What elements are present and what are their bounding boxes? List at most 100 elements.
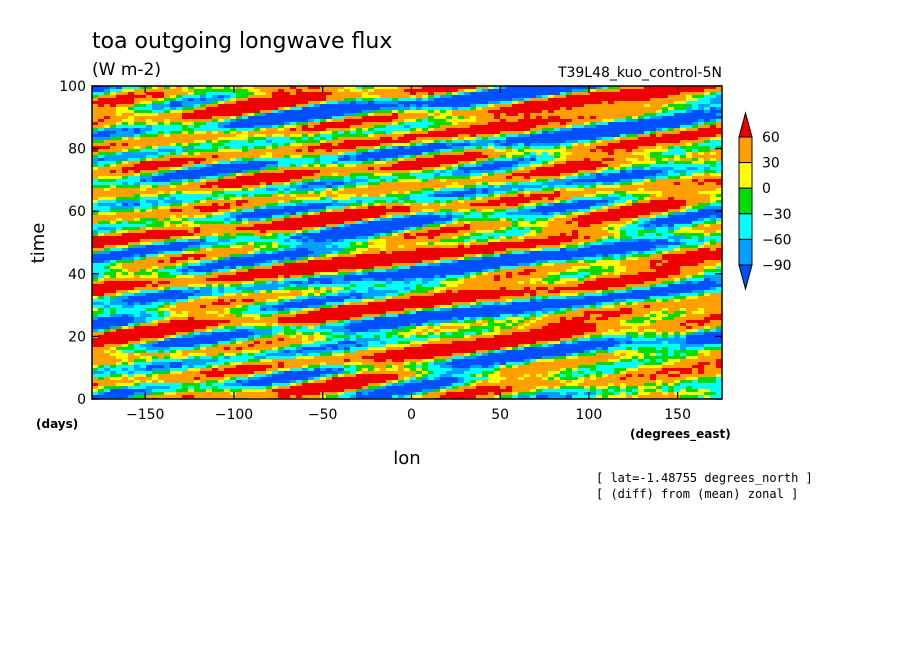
flux-cell <box>440 173 452 176</box>
flux-cell <box>662 128 668 131</box>
flux-cell <box>206 98 224 101</box>
flux-cell <box>710 215 716 218</box>
flux-cell <box>698 371 704 374</box>
flux-cell <box>536 299 542 302</box>
flux-cell <box>578 233 614 236</box>
flux-cell <box>506 134 518 137</box>
flux-cell <box>140 227 146 230</box>
flux-cell <box>200 239 206 242</box>
flux-cell <box>662 317 674 320</box>
flux-cell <box>368 248 380 251</box>
flux-cell <box>440 374 452 377</box>
flux-cell <box>488 380 500 383</box>
flux-cell <box>224 101 236 104</box>
flux-cell <box>638 215 650 218</box>
flux-cell <box>632 200 638 203</box>
flux-cell <box>446 215 452 218</box>
flux-cell <box>662 365 692 368</box>
flux-cell <box>698 281 716 284</box>
flux-cell <box>176 392 230 395</box>
flux-cell <box>692 386 722 389</box>
flux-cell <box>512 155 524 158</box>
flux-cell <box>650 200 686 203</box>
flux-cell <box>302 176 320 179</box>
flux-cell <box>188 167 200 170</box>
flux-cell <box>272 305 308 308</box>
flux-cell <box>134 218 140 221</box>
flux-cell <box>386 296 392 299</box>
flux-cell <box>272 218 284 221</box>
flux-cell <box>488 182 506 185</box>
flux-cell <box>116 362 122 365</box>
flux-cell <box>392 173 410 176</box>
flux-cell <box>554 215 566 218</box>
flux-cell <box>248 116 332 119</box>
flux-cell <box>302 125 308 128</box>
flux-cell <box>320 362 326 365</box>
flux-cell <box>248 137 266 140</box>
flux-cell <box>590 236 602 239</box>
flux-cell <box>134 350 146 353</box>
flux-cell <box>662 281 674 284</box>
flux-cell <box>266 245 272 248</box>
flux-cell <box>314 119 320 122</box>
flux-cell <box>194 365 206 368</box>
flux-cell <box>230 239 284 242</box>
flux-cell <box>548 152 554 155</box>
flux-cell <box>566 353 572 356</box>
flux-cell <box>638 272 680 275</box>
flux-cell <box>284 248 296 251</box>
flux-cell <box>284 182 290 185</box>
colorbar-segment <box>738 238 753 266</box>
flux-cell <box>512 101 518 104</box>
flux-cell <box>188 332 194 335</box>
flux-cell <box>272 371 278 374</box>
flux-cell <box>602 173 608 176</box>
flux-cell <box>398 137 416 140</box>
flux-cell <box>686 296 698 299</box>
flux-cell <box>320 161 332 164</box>
flux-field <box>92 86 722 399</box>
flux-cell <box>320 344 326 347</box>
flux-cell <box>494 212 506 215</box>
flux-cell <box>224 125 254 128</box>
flux-cell <box>500 347 506 350</box>
flux-cell <box>638 200 650 203</box>
flux-cell <box>428 179 440 182</box>
flux-cell <box>530 170 578 173</box>
flux-cell <box>716 152 722 155</box>
flux-cell <box>284 122 290 125</box>
flux-cell <box>392 251 494 254</box>
flux-cell <box>248 161 278 164</box>
flux-cell <box>110 221 116 224</box>
flux-cell <box>266 128 278 131</box>
flux-cell <box>92 227 98 230</box>
flux-cell <box>350 395 356 398</box>
flux-cell <box>470 104 476 107</box>
flux-cell <box>200 167 260 170</box>
flux-cell <box>248 353 254 356</box>
flux-cell <box>236 242 248 245</box>
flux-cell <box>326 254 338 257</box>
flux-cell <box>572 395 596 398</box>
flux-cell <box>494 209 506 212</box>
flux-cell <box>158 173 164 176</box>
flux-cell <box>470 116 476 119</box>
flux-cell <box>104 92 110 95</box>
flux-cell <box>518 266 572 269</box>
flux-cell <box>464 335 470 338</box>
flux-cell <box>716 146 722 149</box>
flux-cell <box>320 272 338 275</box>
flux-cell <box>524 281 530 284</box>
flux-cell <box>512 98 524 101</box>
flux-cell <box>362 314 380 317</box>
flux-cell <box>362 293 386 296</box>
flux-cell <box>212 287 218 290</box>
flux-cell <box>584 104 644 107</box>
flux-cell <box>398 266 410 269</box>
flux-cell <box>374 284 386 287</box>
flux-cell <box>188 356 194 359</box>
flux-cell <box>440 257 458 260</box>
flux-cell <box>218 311 224 314</box>
flux-cell <box>344 86 356 89</box>
